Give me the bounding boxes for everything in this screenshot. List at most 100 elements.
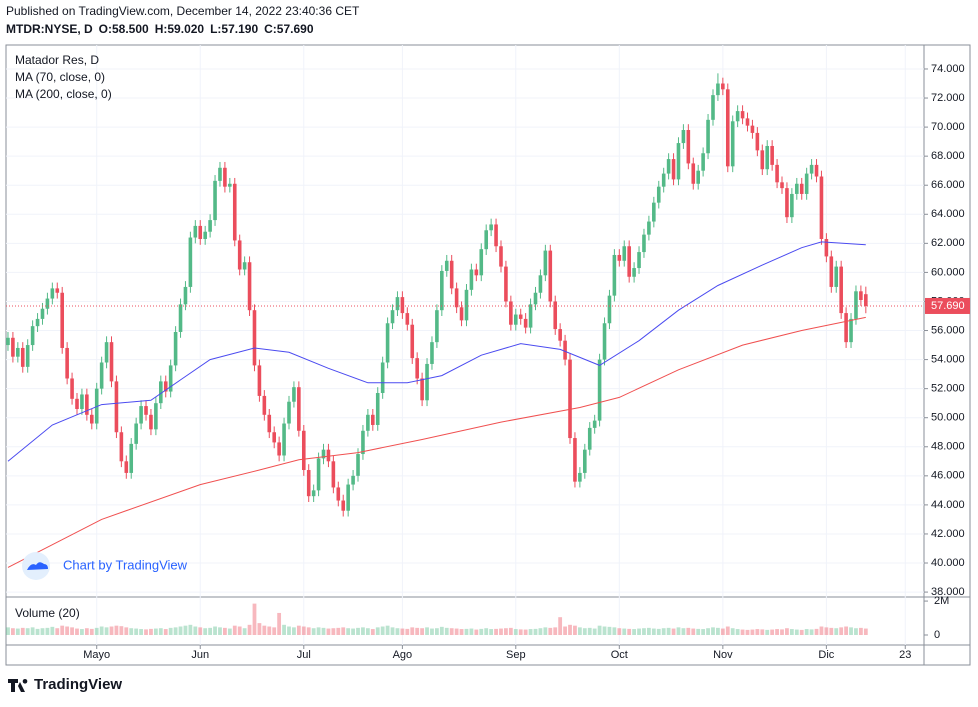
y-tick-label: 68.000 <box>931 150 965 162</box>
volume-bar <box>725 626 730 635</box>
volume-bar <box>15 628 20 635</box>
volume-bar <box>582 628 587 635</box>
candle-body <box>440 270 444 311</box>
volume-bar <box>834 628 839 635</box>
candle-body <box>144 406 148 415</box>
volume-bar <box>60 625 65 635</box>
candle-body <box>55 288 60 293</box>
volume-bar <box>592 628 597 635</box>
volume-bar <box>336 627 341 635</box>
candle-body <box>277 442 281 456</box>
candle-body <box>676 143 681 180</box>
volume-bar <box>119 626 124 635</box>
candle-body <box>193 225 198 238</box>
volume-bar <box>311 628 316 635</box>
volume-bar <box>573 625 577 635</box>
candle-body <box>188 237 193 287</box>
candle-body <box>154 403 158 430</box>
volume-bar <box>548 627 553 635</box>
candle-body <box>99 362 104 389</box>
x-tick-label: Oct <box>611 649 628 661</box>
candle-body <box>316 458 321 491</box>
y-tick-label: 72.000 <box>931 92 965 104</box>
candle-body <box>70 378 74 399</box>
candle-body <box>696 170 700 184</box>
volume-bar <box>370 629 375 635</box>
volume-bar <box>35 628 40 635</box>
volume-bar <box>745 629 750 635</box>
candle-body <box>306 470 311 497</box>
volume-bar <box>799 629 804 635</box>
candle-body <box>632 268 636 277</box>
volume-bar <box>365 628 370 635</box>
candle-body <box>612 254 617 296</box>
volume-bar <box>227 628 232 635</box>
candle-body <box>45 298 50 309</box>
volume-bar <box>158 628 163 635</box>
candle-body <box>361 430 365 455</box>
volume-bar <box>637 628 641 635</box>
volume-bar <box>809 629 814 635</box>
volume-bar <box>671 628 676 635</box>
volume-bar <box>508 627 513 635</box>
candle-body <box>513 314 518 325</box>
volume-bar <box>829 627 834 635</box>
volume-bar <box>405 628 410 635</box>
candle-body <box>40 308 45 319</box>
volume-bar <box>420 628 425 635</box>
candle-body <box>356 454 360 476</box>
volume-bar <box>361 627 365 635</box>
volume-bar <box>326 628 331 635</box>
volume-bar <box>513 629 518 635</box>
volume-bar <box>824 627 829 635</box>
volume-bar <box>607 626 612 635</box>
candle-body <box>203 231 207 239</box>
volume-bar <box>523 629 528 635</box>
candle-body <box>163 381 168 392</box>
volume-bar <box>553 627 558 635</box>
volume-bar <box>272 627 277 635</box>
candle-body <box>691 163 696 184</box>
candle-body <box>602 323 607 360</box>
candle-body <box>11 337 15 357</box>
volume-bar <box>242 628 247 635</box>
candle-body <box>346 484 350 511</box>
candle-body <box>287 401 291 424</box>
candle-body <box>849 318 853 343</box>
volume-bar <box>839 627 844 635</box>
volume-bar <box>459 629 464 635</box>
volume-bar <box>247 624 252 635</box>
candle-body <box>745 118 750 126</box>
volume-bar <box>124 627 129 635</box>
candle-body <box>839 266 843 314</box>
volume-bar <box>863 628 868 635</box>
candle-body <box>400 297 405 314</box>
y-tick-label: 46.000 <box>931 470 965 482</box>
y-tick-label: 62.000 <box>931 237 965 249</box>
volume-bar <box>390 627 395 635</box>
volume-bar <box>814 628 819 635</box>
volume-bar <box>760 629 765 635</box>
volume-bar <box>218 627 222 635</box>
y-tick-label: 54.000 <box>931 353 965 365</box>
volume-bar <box>30 627 35 635</box>
candle-body <box>652 202 656 222</box>
volume-bar <box>237 626 242 635</box>
volume-bar <box>651 628 656 635</box>
candle-body <box>824 238 829 257</box>
volume-bar <box>316 627 321 635</box>
candle-body <box>89 414 94 424</box>
candle-body <box>642 234 646 253</box>
y-tick-label: 56.000 <box>931 324 965 336</box>
y-tick-label: 64.000 <box>931 208 965 220</box>
candle-body <box>484 230 488 250</box>
volume-bar <box>474 629 479 635</box>
volume-bar <box>775 629 779 635</box>
volume-bar <box>208 627 213 635</box>
candle-body <box>50 288 55 299</box>
candle-body <box>282 423 286 456</box>
candle-body <box>622 246 627 261</box>
volume-bar <box>40 628 45 635</box>
volume-bar <box>528 629 533 635</box>
